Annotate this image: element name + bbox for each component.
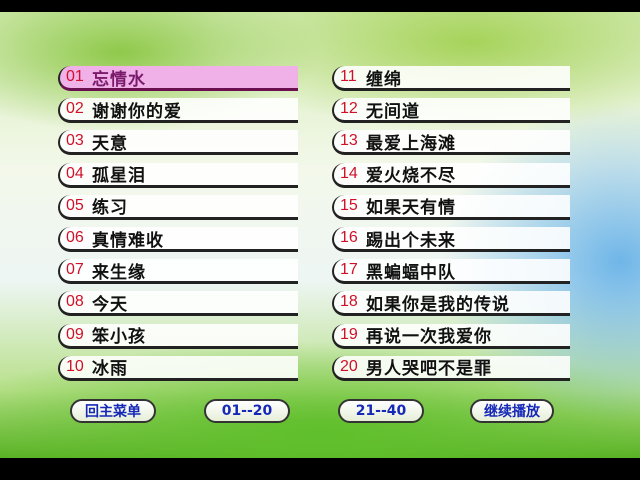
- song-title: 黑蝙蝠中队: [366, 262, 456, 283]
- song-item[interactable]: 02 谢谢你的爱: [58, 98, 298, 124]
- song-number: 02: [66, 100, 84, 118]
- song-item[interactable]: 15 如果天有情: [332, 194, 570, 220]
- song-number: 16: [340, 229, 358, 246]
- song-item[interactable]: 03 天意: [58, 130, 298, 156]
- song-title: 笨小孩: [92, 327, 146, 348]
- song-number: 07: [66, 261, 84, 279]
- song-title: 再说一次我爱你: [366, 327, 492, 348]
- song-number: 12: [340, 100, 358, 118]
- song-title: 男人哭吧不是罪: [366, 359, 492, 380]
- song-title: 练习: [92, 198, 128, 219]
- song-number: 18: [340, 293, 358, 311]
- song-number: 01: [66, 68, 84, 85]
- song-number: 11: [340, 68, 357, 85]
- song-item[interactable]: 16 踢出个未来: [332, 227, 570, 252]
- song-title: 缠绵: [366, 69, 402, 90]
- song-item[interactable]: 18 如果你是我的传说: [332, 291, 570, 317]
- song-item[interactable]: 13 最爱上海滩: [332, 130, 570, 156]
- song-number: 19: [340, 325, 358, 343]
- song-number: 05: [66, 196, 84, 214]
- page-01-20-button[interactable]: 01--20: [204, 399, 290, 423]
- song-title: 来生缘: [92, 262, 146, 283]
- song-title: 踢出个未来: [366, 230, 456, 251]
- song-item[interactable]: 01 忘情水: [58, 66, 298, 91]
- song-number: 06: [66, 229, 84, 246]
- song-title: 无间道: [366, 101, 420, 122]
- song-number: 13: [340, 132, 358, 150]
- song-title: 冰雨: [92, 359, 128, 380]
- resume-button[interactable]: 继续播放: [470, 399, 554, 423]
- song-title: 最爱上海滩: [366, 133, 456, 154]
- song-title: 如果天有情: [366, 198, 456, 219]
- song-item[interactable]: 04 孤星泪: [58, 162, 298, 188]
- song-title: 今天: [92, 294, 128, 315]
- song-number: 03: [66, 132, 84, 150]
- song-item[interactable]: 12 无间道: [332, 98, 570, 124]
- song-title: 天意: [92, 133, 128, 154]
- song-title: 孤星泪: [92, 166, 146, 187]
- song-item[interactable]: 08 今天: [58, 291, 298, 317]
- song-item[interactable]: 07 来生缘: [58, 259, 298, 285]
- song-title: 爱火烧不尽: [366, 166, 456, 187]
- song-title: 忘情水: [92, 69, 146, 90]
- main-menu-button[interactable]: 回主菜单: [70, 399, 156, 423]
- karaoke-menu-screen: 01 忘情水 02 谢谢你的爱 03 天意 04 孤星泪 05 练习 06 真情难收 07 来生缘 08 今天…: [0, 12, 640, 458]
- song-number: 15: [340, 196, 358, 214]
- song-title: 如果你是我的传说: [366, 294, 510, 315]
- song-number: 17: [340, 261, 358, 279]
- song-item[interactable]: 14 爱火烧不尽: [332, 162, 570, 188]
- song-number: 04: [66, 164, 84, 182]
- song-item[interactable]: 11 缠绵: [332, 66, 570, 91]
- song-item[interactable]: 17 黑蝙蝠中队: [332, 259, 570, 285]
- song-title: 谢谢你的爱: [92, 101, 182, 122]
- song-item[interactable]: 19 再说一次我爱你: [332, 323, 570, 349]
- song-title: 真情难收: [92, 230, 164, 251]
- page-21-40-button[interactable]: 21--40: [338, 399, 424, 423]
- song-item[interactable]: 05 练习: [58, 194, 298, 220]
- song-number: 14: [340, 164, 358, 182]
- song-number: 09: [66, 325, 84, 343]
- song-number: 08: [66, 293, 84, 311]
- song-number: 10: [66, 357, 84, 375]
- song-item[interactable]: 09 笨小孩: [58, 323, 298, 349]
- song-item[interactable]: 20 男人哭吧不是罪: [332, 355, 570, 381]
- song-number: 20: [340, 357, 358, 375]
- song-item[interactable]: 06 真情难收: [58, 227, 298, 252]
- song-item[interactable]: 10 冰雨: [58, 355, 298, 381]
